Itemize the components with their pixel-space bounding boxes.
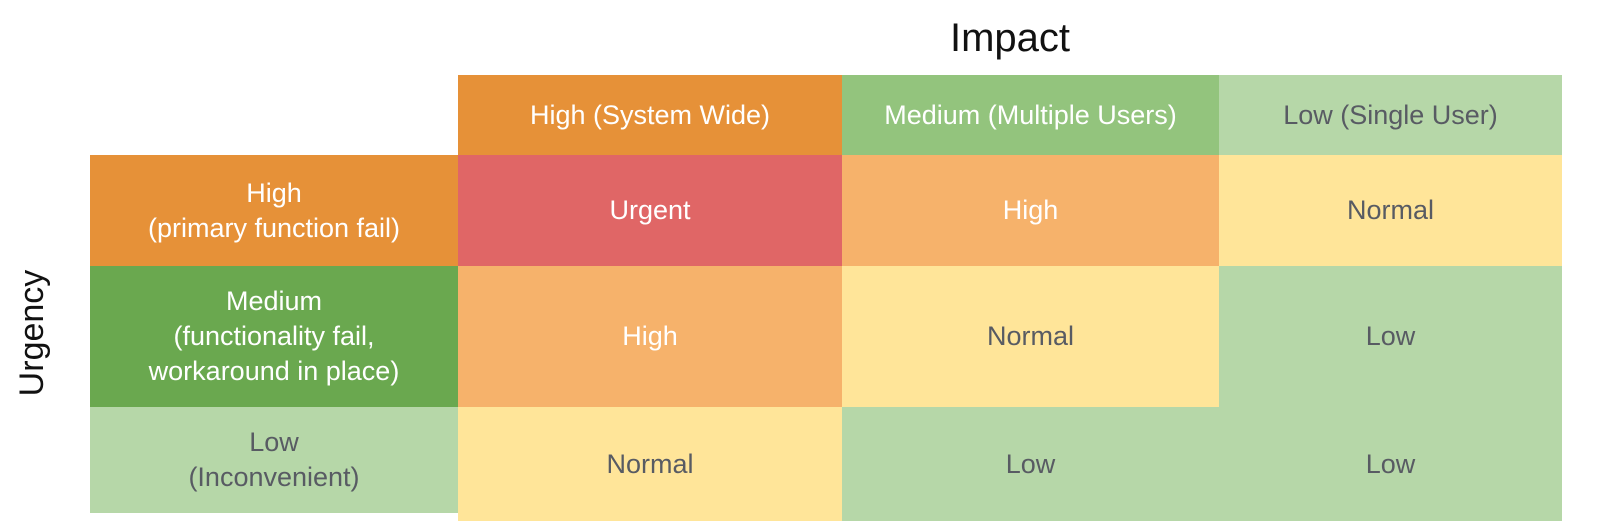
row-header-line: (primary function fail): [147, 212, 401, 243]
row-header-line: workaround in place): [148, 356, 400, 386]
column-header-medium-multiple-users: Medium (Multiple Users): [842, 75, 1219, 155]
row-header-medium-urgency: Medium (functionality fail, workaround i…: [90, 266, 458, 407]
matrix-cell-low: Low: [1219, 407, 1562, 521]
row-header-line: Medium: [225, 286, 323, 316]
row-header-low-urgency: Low (Inconvenient): [90, 407, 458, 513]
urgency-axis-title: Urgency: [13, 269, 51, 397]
row-header-line: High: [246, 177, 302, 208]
row-header-line: (Inconvenient): [188, 462, 360, 492]
matrix-cell-normal: Normal: [842, 266, 1219, 407]
matrix-cell-high: High: [842, 155, 1219, 266]
matrix-cell-low: Low: [1219, 266, 1562, 407]
row-header-high-urgency: High (primary function fail): [90, 155, 458, 266]
matrix-cell-normal: Normal: [458, 407, 842, 521]
impact-axis-title: Impact: [949, 16, 1071, 60]
matrix-cell-normal: Normal: [1219, 155, 1562, 266]
column-header-high-system-wide: High (System Wide): [458, 75, 842, 155]
row-header-line: Low: [249, 427, 299, 457]
column-header-low-single-user: Low (Single User): [1219, 75, 1562, 155]
matrix-cell-urgent: Urgent: [458, 155, 842, 266]
matrix-cell-high: High: [458, 266, 842, 407]
matrix-cell-low: Low: [842, 407, 1219, 521]
row-header-line: (functionality fail,: [173, 321, 375, 351]
